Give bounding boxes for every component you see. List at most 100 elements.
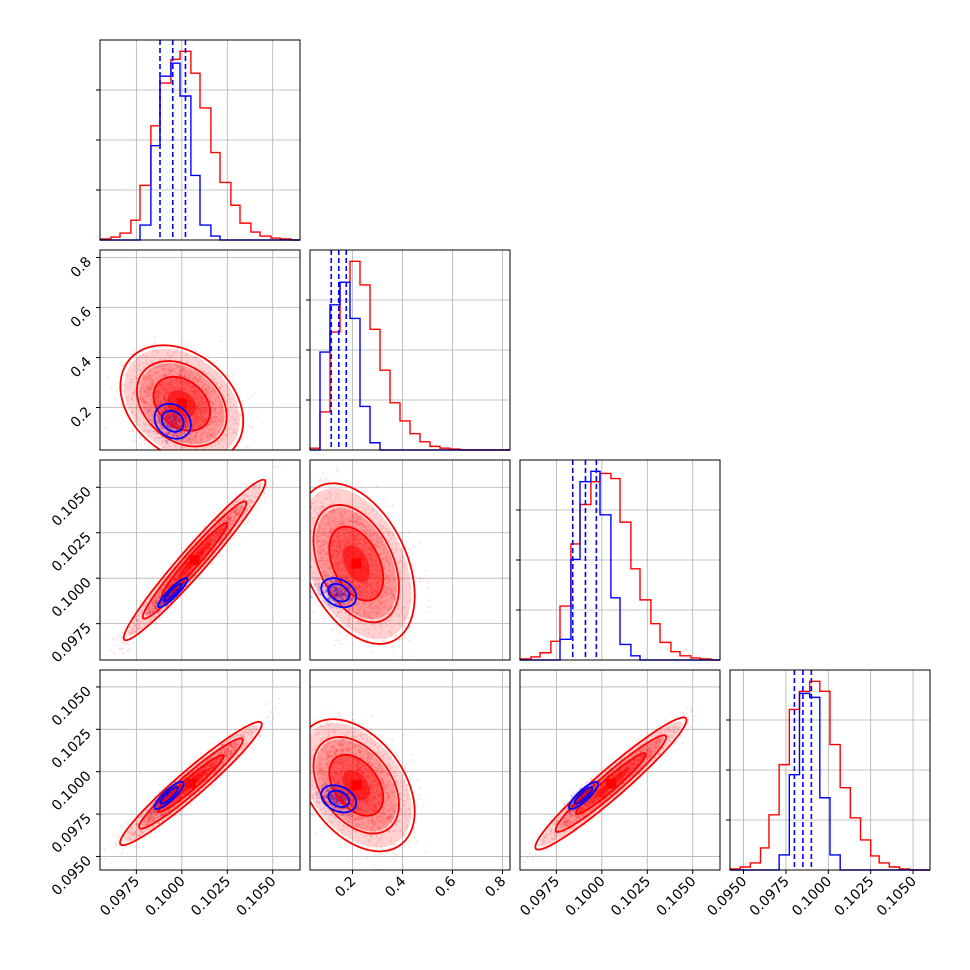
scatter-point [204, 400, 207, 403]
scatter-point [189, 441, 193, 445]
scatter-point [198, 384, 201, 387]
scatter-point [143, 377, 146, 380]
scatter-point [131, 393, 135, 396]
scatter-point [198, 578, 202, 581]
scatter-point [183, 387, 186, 390]
scatter-point [192, 377, 195, 380]
scatter-point [264, 496, 267, 499]
scatter-point [165, 439, 168, 443]
scatter-point [213, 407, 216, 411]
scatter-point [230, 478, 232, 480]
scatter-point [148, 373, 151, 376]
scatter-point [208, 381, 211, 385]
scatter-point [102, 666, 104, 668]
scatter-point [260, 483, 264, 486]
scatter-point [194, 420, 197, 424]
scatter-point [184, 440, 187, 443]
scatter-point [159, 402, 163, 405]
scatter-point [177, 381, 180, 384]
scatter-point [190, 451, 192, 453]
scatter-point [197, 425, 200, 428]
scatter-point [173, 386, 176, 390]
scatter-point [215, 465, 217, 467]
scatter-point [199, 410, 202, 413]
scatter-point [162, 406, 165, 409]
scatter-point [200, 441, 203, 445]
scatter-point [189, 432, 193, 435]
scatter-point [174, 444, 177, 448]
scatter-point [185, 438, 188, 441]
scatter-point [217, 555, 220, 559]
scatter-point [203, 419, 206, 422]
scatter-point [211, 417, 214, 420]
scatter-point [210, 401, 213, 405]
scatter-point [209, 400, 212, 403]
scatter-point [142, 397, 146, 400]
scatter-point [166, 433, 169, 436]
scatter-point [120, 640, 124, 644]
scatter-point [173, 415, 176, 419]
scatter-point [174, 413, 177, 417]
scatter-point [199, 417, 202, 421]
scatter-point [162, 393, 165, 397]
scatter-point [153, 371, 156, 374]
scatter-point [172, 422, 176, 426]
scatter-point [157, 385, 161, 388]
scatter-point [204, 406, 207, 409]
scatter-point [196, 407, 199, 410]
scatter-point [149, 381, 153, 385]
scatter-point [201, 394, 204, 398]
scatter-point [204, 388, 207, 391]
scatter-point [149, 377, 152, 380]
scatter-point [115, 390, 118, 393]
scatter-point [138, 395, 141, 398]
scatter-point [212, 377, 215, 381]
scatter-point [196, 416, 199, 419]
scatter-point [204, 412, 207, 415]
scatter-point [198, 375, 201, 379]
scatter-point [145, 394, 148, 397]
scatter-point [181, 369, 184, 373]
scatter-point [153, 452, 155, 454]
scatter-point [177, 366, 181, 369]
scatter-point [205, 379, 209, 382]
scatter-point [200, 385, 204, 388]
scatter-point [166, 373, 169, 376]
scatter-point [196, 396, 199, 399]
scatter-point [208, 397, 211, 400]
scatter-point [122, 651, 125, 655]
scatter-point [195, 434, 199, 437]
scatter-point [215, 453, 217, 455]
scatter-point [142, 421, 146, 424]
scatter-point [180, 424, 183, 427]
scatter-point [177, 434, 181, 437]
scatter-point [186, 422, 190, 426]
scatter-point [196, 409, 200, 412]
scatter-point [198, 360, 201, 364]
scatter-point [168, 354, 171, 357]
scatter-point [185, 421, 188, 424]
scatter-point [200, 386, 203, 390]
scatter-point [168, 387, 171, 390]
scatter-point [172, 422, 176, 425]
scatter-point [121, 647, 124, 650]
scatter-point [150, 375, 153, 378]
scatter-point [144, 401, 147, 405]
scatter-point [148, 389, 152, 392]
scatter-point [185, 419, 188, 423]
scatter-point [233, 411, 236, 414]
scatter-point [188, 375, 191, 378]
scatter-point [164, 391, 167, 395]
scatter-point [194, 417, 197, 420]
scatter-point [129, 378, 133, 381]
scatter-point [200, 386, 204, 390]
scatter-point [213, 407, 217, 410]
scatter-point [159, 357, 163, 361]
scatter-point [213, 418, 216, 421]
scatter-point [139, 411, 142, 415]
scatter-point [164, 374, 168, 377]
scatter-point [178, 419, 181, 422]
scatter-point [195, 392, 198, 395]
scatter-point [202, 447, 206, 450]
scatter-point [176, 435, 179, 438]
